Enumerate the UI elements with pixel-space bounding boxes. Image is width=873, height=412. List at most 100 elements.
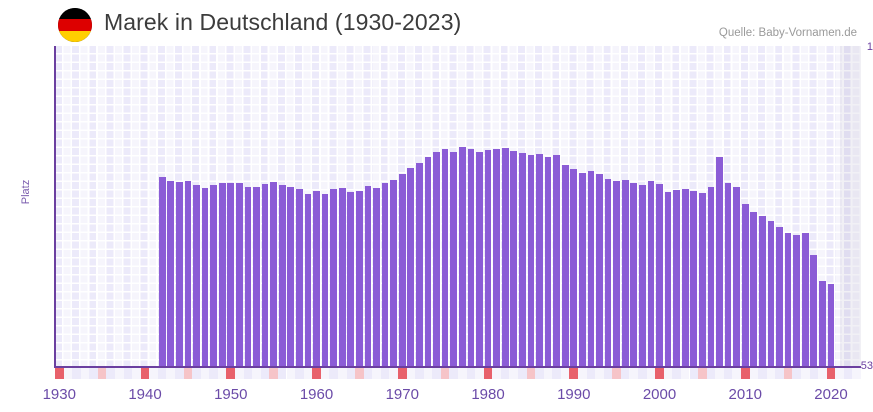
bar-1962[interactable] xyxy=(330,189,337,366)
bar-2018[interactable] xyxy=(810,254,818,366)
bar-1979[interactable] xyxy=(476,152,483,366)
bar-1974[interactable] xyxy=(433,152,440,366)
bar-2002[interactable] xyxy=(673,189,680,366)
bar-2013[interactable] xyxy=(767,221,775,366)
bar-1959[interactable] xyxy=(304,193,312,366)
bar-2020[interactable] xyxy=(827,284,835,366)
bar-2001[interactable] xyxy=(664,191,672,366)
x-tick-cell-1973 xyxy=(423,368,433,379)
bar-2007[interactable] xyxy=(716,157,723,366)
bar-2017[interactable] xyxy=(801,233,809,366)
bar-1976[interactable] xyxy=(450,151,458,366)
x-tick-major-1940 xyxy=(140,368,150,379)
bar-1953[interactable] xyxy=(253,187,260,366)
x-tick-cell-1951 xyxy=(235,368,244,379)
flag-band-red xyxy=(58,19,92,31)
bar-2010[interactable] xyxy=(741,204,749,366)
bar-2014[interactable] xyxy=(776,226,783,366)
bar-2006[interactable] xyxy=(707,187,715,366)
x-tick-cell-1944 xyxy=(175,368,184,379)
bar-1947[interactable] xyxy=(201,187,209,366)
bar-1956[interactable] xyxy=(278,185,286,366)
x-tick-cell-1974 xyxy=(432,368,441,379)
bar-1966[interactable] xyxy=(364,186,372,366)
bar-1991[interactable] xyxy=(578,172,586,366)
bar-1943[interactable] xyxy=(167,180,175,366)
bar-2008[interactable] xyxy=(724,182,732,366)
bar-1961[interactable] xyxy=(321,193,329,366)
bar-1978[interactable] xyxy=(467,149,475,366)
bar-1946[interactable] xyxy=(193,185,200,366)
bar-1990[interactable] xyxy=(570,169,578,366)
bar-1973[interactable] xyxy=(424,156,432,366)
bar-1994[interactable] xyxy=(604,178,612,366)
bar-1971[interactable] xyxy=(407,168,415,366)
bar-2011[interactable] xyxy=(750,212,758,366)
x-tick-cell-1996 xyxy=(620,368,630,379)
bar-2000[interactable] xyxy=(656,184,663,366)
x-tick-cell-1936 xyxy=(106,368,115,379)
bar-1986[interactable] xyxy=(536,153,543,366)
bar-1942[interactable] xyxy=(158,176,166,366)
bar-1998[interactable] xyxy=(639,185,646,366)
bar-1981[interactable] xyxy=(493,149,500,366)
bar-1954[interactable] xyxy=(261,183,269,366)
bar-1985[interactable] xyxy=(527,154,535,366)
bar-1970[interactable] xyxy=(398,174,406,366)
bar-1972[interactable] xyxy=(416,163,423,366)
bar-1983[interactable] xyxy=(510,151,518,366)
bar-1992[interactable] xyxy=(587,170,595,366)
x-tick-cell-1934 xyxy=(89,368,98,379)
bar-1980[interactable] xyxy=(484,149,492,366)
bar-1952[interactable] xyxy=(244,186,252,366)
bar-1968[interactable] xyxy=(381,182,389,366)
bar-2012[interactable] xyxy=(759,216,766,366)
bar-1964[interactable] xyxy=(347,192,355,366)
bar-1987[interactable] xyxy=(544,156,552,366)
bar-2009[interactable] xyxy=(733,187,740,366)
bar-2016[interactable] xyxy=(793,234,801,366)
bar-1957[interactable] xyxy=(287,186,295,366)
x-tick-cell-1939 xyxy=(132,368,141,379)
x-tick-cell-1967 xyxy=(372,368,381,379)
bar-1988[interactable] xyxy=(553,155,560,366)
bar-1955[interactable] xyxy=(270,182,277,366)
bar-1999[interactable] xyxy=(647,180,655,366)
x-tick-cell-2004 xyxy=(689,368,699,379)
bar-1948[interactable] xyxy=(210,185,217,366)
bar-1965[interactable] xyxy=(356,190,363,366)
bar-1997[interactable] xyxy=(630,182,638,366)
bar-1989[interactable] xyxy=(561,164,569,366)
bar-2005[interactable] xyxy=(699,192,706,366)
bar-1951[interactable] xyxy=(236,182,243,366)
x-tick-cell-1971 xyxy=(406,368,416,379)
bar-1996[interactable] xyxy=(621,180,629,366)
bar-2019[interactable] xyxy=(819,280,826,366)
bar-1969[interactable] xyxy=(390,179,398,366)
bar-1967[interactable] xyxy=(373,187,380,366)
bar-1960[interactable] xyxy=(313,190,320,366)
bar-1958[interactable] xyxy=(296,188,303,366)
bar-1950[interactable] xyxy=(227,183,235,366)
bar-1945[interactable] xyxy=(184,180,192,366)
x-axis-label-2020: 2020 xyxy=(814,386,848,403)
bar-1949[interactable] xyxy=(218,182,226,366)
bar-2004[interactable] xyxy=(690,190,698,366)
bar-2003[interactable] xyxy=(681,189,689,366)
bar-1977[interactable] xyxy=(458,147,466,366)
bar-1944[interactable] xyxy=(175,181,183,366)
bar-1995[interactable] xyxy=(613,180,620,366)
x-tick-minor-1965 xyxy=(355,368,364,379)
bar-1982[interactable] xyxy=(501,148,509,366)
x-tick-cell-1983 xyxy=(509,368,518,379)
bar-1993[interactable] xyxy=(596,174,603,366)
x-tick-cell-1998 xyxy=(638,368,647,379)
bar-2015[interactable] xyxy=(784,233,792,366)
x-tick-cell-1932 xyxy=(72,368,81,379)
x-tick-cell-2012 xyxy=(758,368,767,379)
bar-1963[interactable] xyxy=(338,187,346,366)
bar-1984[interactable] xyxy=(518,153,526,366)
x-axis-label-1960: 1960 xyxy=(299,386,334,403)
bar-1975[interactable] xyxy=(441,149,449,366)
